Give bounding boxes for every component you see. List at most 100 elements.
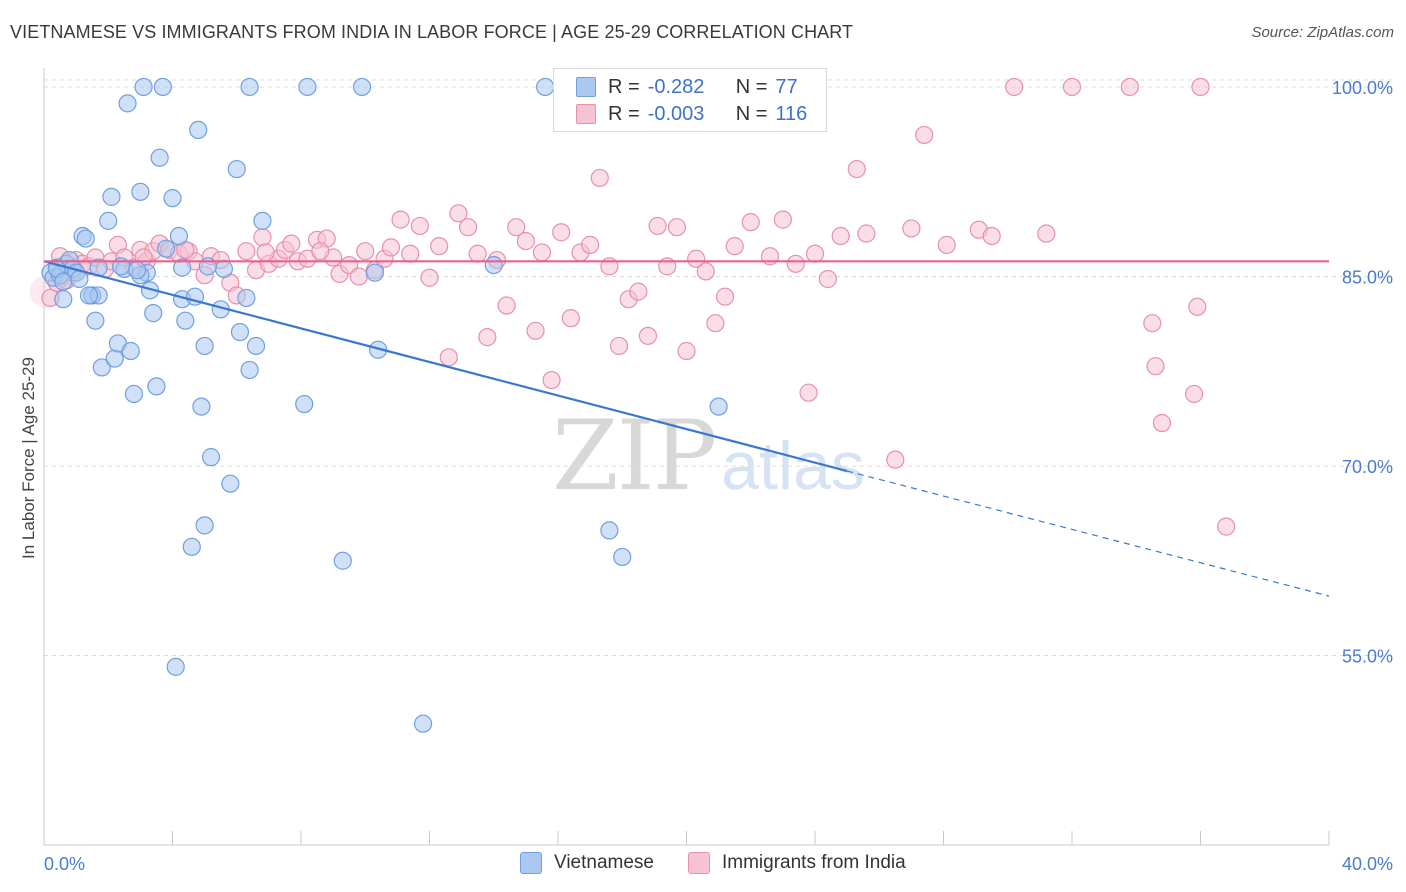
correlation-legend: R = -0.282 N = 77 R = -0.003 N = 116: [553, 68, 827, 132]
vietnamese-point: [144, 304, 163, 323]
legend-n-label: N =: [735, 75, 768, 98]
vietnamese-point: [169, 226, 189, 246]
india-point: [706, 314, 725, 333]
labels-layer: 55.0% 70.0% 85.0% 100.0% 0.0% 40.0%: [44, 78, 1393, 874]
legend-swatch-pink: [688, 852, 710, 874]
vietnamese-trend-line: [43, 260, 848, 473]
vietnamese-point: [227, 159, 246, 179]
vietnamese-point: [176, 311, 195, 330]
india-point: [561, 309, 580, 328]
india-point: [430, 237, 449, 256]
vietnamese-point: [253, 211, 272, 230]
india-point: [410, 216, 429, 236]
legend-row-vietnamese: R = -0.282 N = 77: [576, 76, 798, 98]
points-layer: [29, 77, 1236, 733]
vietnamese-point: [182, 537, 201, 556]
y-tick-label: 70.0%: [1342, 457, 1393, 477]
india-point: [401, 244, 420, 263]
india-point: [715, 287, 735, 306]
india-point: [1191, 77, 1210, 97]
india-point: [857, 224, 876, 243]
india-point: [526, 321, 545, 340]
india-point: [311, 242, 330, 261]
vietnamese-point: [79, 286, 99, 305]
india-point: [629, 282, 648, 301]
india-point: [458, 218, 478, 237]
watermark: ZIPatlas: [552, 400, 865, 512]
vietnamese-point: [121, 341, 140, 361]
legend-item-india[interactable]: Immigrants from India: [688, 852, 906, 874]
india-point: [237, 242, 256, 261]
vietnamese-point: [173, 258, 192, 277]
india-point: [799, 383, 818, 402]
vietnamese-point: [230, 322, 250, 342]
india-point: [1062, 77, 1082, 97]
india-point: [356, 242, 375, 261]
vietnamese-point: [163, 189, 182, 208]
vietnamese-point: [153, 77, 172, 97]
vietnamese-point: [54, 290, 73, 309]
india-point: [542, 370, 561, 390]
india-point: [590, 168, 609, 188]
vietnamese-point: [352, 77, 372, 97]
vietnamese-point: [92, 358, 111, 377]
vietnamese-point: [333, 551, 352, 570]
vietnamese-point: [237, 288, 256, 308]
vietnamese-point: [413, 714, 433, 733]
y-tick-label: 85.0%: [1342, 267, 1393, 287]
vietnamese-point: [128, 261, 147, 280]
y-axis-label: In Labor Force | Age 25-29: [19, 357, 38, 559]
vietnamese-point: [86, 311, 105, 330]
vietnamese-point: [150, 148, 169, 167]
india-point: [687, 249, 706, 268]
vietnamese-point: [195, 516, 214, 535]
axes-layer: [43, 68, 1330, 846]
vietnamese-point: [189, 120, 208, 140]
india-point: [786, 254, 805, 273]
india-point: [478, 328, 497, 347]
legend-item-vietnamese[interactable]: Vietnamese: [520, 852, 654, 874]
legend-r-label: R =: [608, 102, 640, 125]
vietnamese-point: [613, 547, 632, 567]
india-point: [253, 228, 272, 247]
india-point: [449, 204, 468, 223]
vietnamese-point: [298, 77, 317, 97]
india-point: [581, 235, 600, 254]
vietnamese-point: [214, 259, 233, 278]
india-point: [696, 262, 715, 281]
india-point: [1120, 77, 1139, 97]
vietnamese-point: [484, 255, 503, 275]
india-point: [1146, 357, 1165, 376]
india-point: [609, 336, 629, 356]
vietnamese-point: [99, 211, 118, 230]
vietnamese-point: [536, 77, 555, 97]
india-point: [532, 243, 552, 262]
legend-r-value: -0.282: [647, 75, 705, 98]
x-tick-label: 40.0%: [1342, 854, 1393, 874]
legend-item-label: Vietnamese: [554, 852, 654, 873]
vietnamese-point: [240, 77, 259, 97]
legend-n-value: 116: [775, 102, 808, 125]
vietnamese-point: [365, 263, 384, 282]
vietnamese-point: [76, 229, 95, 248]
vietnamese-point: [195, 336, 214, 356]
legend-n-value: 77: [775, 75, 798, 98]
india-point: [349, 267, 368, 286]
legend-swatch-blue: [576, 77, 596, 97]
vietnamese-point: [147, 377, 166, 396]
india-point: [552, 223, 571, 242]
legend-row-india: R = -0.003 N = 116: [576, 103, 807, 125]
india-point: [982, 226, 1001, 246]
vietnamese-point: [246, 336, 266, 356]
x-tick-label: 0.0%: [44, 854, 85, 874]
india-point: [1184, 384, 1204, 404]
y-tick-label: 55.0%: [1342, 646, 1393, 666]
india-point: [818, 269, 837, 289]
legend-item-label: Immigrants from India: [722, 852, 906, 873]
vietnamese-point: [600, 521, 619, 540]
watermark-atlas: atlas: [721, 428, 865, 504]
vietnamese-point: [54, 272, 73, 291]
vietnamese-point: [240, 360, 259, 380]
india-point: [648, 216, 667, 236]
india-point: [439, 348, 458, 367]
